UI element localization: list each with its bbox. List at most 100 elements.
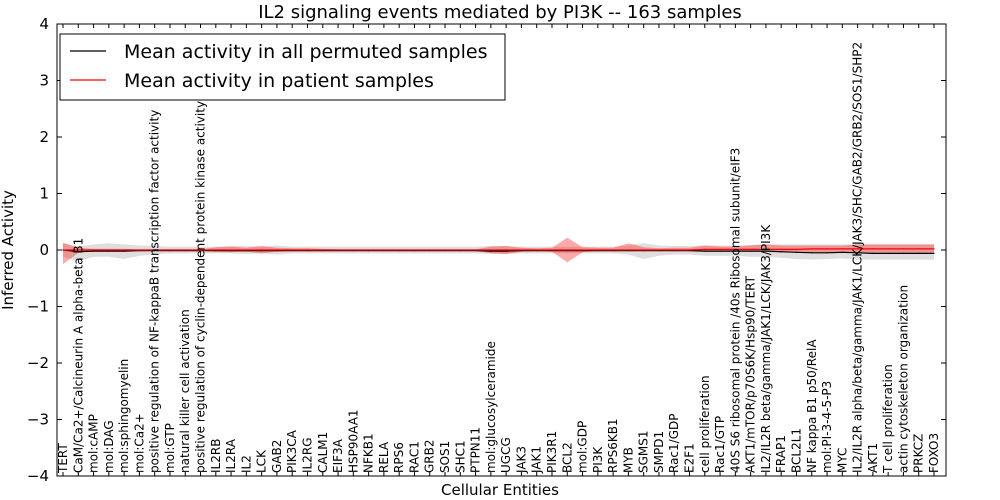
point-patient <box>826 248 828 250</box>
x-tick-label: UGCG <box>499 437 513 473</box>
y-tick-label: 2 <box>39 128 49 146</box>
x-tick-label: NF kappa B1 p50/RelA <box>805 339 819 473</box>
point-patient <box>857 248 859 250</box>
point-patient <box>123 249 125 251</box>
x-tick-label: Rac1/GTP <box>713 416 727 473</box>
band-permuted <box>63 243 934 262</box>
x-tick-label: EIF3A <box>331 438 345 473</box>
point-patient <box>902 248 905 250</box>
series-line-patient <box>63 248 934 251</box>
y-tick-label: 3 <box>39 72 49 90</box>
point-permuted <box>857 252 859 254</box>
point-permuted <box>734 250 737 252</box>
x-tick-label: CaM/Ca2+/Calcineurin A alpha-beta B1 <box>71 238 85 473</box>
point-patient <box>520 249 523 251</box>
x-tick-label: RPS6 <box>392 442 406 473</box>
point-permuted <box>704 250 706 252</box>
legend-box <box>59 33 506 101</box>
point-patient <box>704 248 706 250</box>
x-tick-label: PIK3R1 <box>545 431 559 473</box>
legend: Mean activity in all permuted samples Me… <box>59 33 506 101</box>
point-patient <box>154 249 156 251</box>
x-tick-label: IL2RB <box>209 439 223 473</box>
x-tick-label: IL2/IL2R alpha/beta/gamma/JAK1/LCK/JAK3/… <box>851 42 865 473</box>
point-permuted <box>902 252 905 254</box>
y-tick-label: −4 <box>27 467 49 485</box>
point-patient <box>719 248 721 250</box>
legend-label-permuted: Mean activity in all permuted samples <box>124 41 487 63</box>
y-tick-label: 1 <box>39 185 49 203</box>
x-tick-label: RAC1 <box>408 441 422 473</box>
point-patient <box>780 248 782 250</box>
x-tick-label: PRKCZ <box>912 434 926 473</box>
x-tick-label: LCK <box>255 449 269 473</box>
point-patient <box>93 249 95 251</box>
x-tick-label: actin cytoskeleton organization <box>896 285 910 473</box>
x-tick-label: IL2 <box>239 455 253 473</box>
x-tick-label: GRB2 <box>423 439 437 473</box>
point-permuted <box>780 251 782 253</box>
chart-title: IL2 signaling events mediated by PI3K --… <box>258 2 742 23</box>
x-tick-label: Rac1/GDP <box>667 414 681 473</box>
point-patient <box>627 249 630 251</box>
point-patient <box>612 249 614 251</box>
point-patient <box>215 249 217 251</box>
x-tick-label: RELA <box>377 441 391 473</box>
point-patient <box>643 249 645 251</box>
point-permuted <box>93 250 95 252</box>
x-tick-label: IL2RG <box>301 438 315 474</box>
point-patient <box>872 248 874 250</box>
point-patient <box>352 249 354 251</box>
x-tick-label: mol:cAMP <box>87 414 101 473</box>
x-tick-label: IL2/IL2R beta/gamma/JAK1/LCK/JAK3/PI3K <box>759 224 773 473</box>
point-patient <box>688 249 691 251</box>
x-tick-label: mol:PI-3-4-5-P3 <box>820 381 834 473</box>
x-tick-label: PIK3CA <box>285 429 299 473</box>
x-tick-label: MYB <box>621 447 635 473</box>
point-patient <box>795 248 798 250</box>
x-tick-label: NFKB1 <box>362 433 376 473</box>
point-patient <box>841 248 843 250</box>
point-patient <box>245 249 247 251</box>
point-patient <box>444 249 446 251</box>
category-labels: TERT CaM/Ca2+/Calcineurin A alpha-beta B1… <box>56 42 941 474</box>
point-patient <box>658 249 660 251</box>
point-patient <box>811 248 813 250</box>
x-tick-label: mol:glucosylceramide <box>484 341 498 473</box>
x-tick-label: AKT1/mTOR/p70S6K/Hsp90/TERT <box>744 275 758 473</box>
x-tick-label: SOS1 <box>438 441 452 473</box>
x-tick-label: positive regulation of NF-kappaB transcr… <box>148 110 162 473</box>
point-patient <box>398 249 400 251</box>
point-permuted <box>811 252 813 254</box>
point-permuted <box>872 252 874 254</box>
point-patient <box>77 249 79 251</box>
y-tick-label: 0 <box>39 241 49 259</box>
point-permuted <box>765 250 767 252</box>
x-tick-label: CALM1 <box>316 432 330 473</box>
point-patient <box>765 248 767 250</box>
point-patient <box>581 249 584 251</box>
x-tick-label: natural killer cell activation <box>178 309 192 473</box>
point-patient <box>566 249 568 251</box>
point-patient <box>536 249 538 251</box>
point-permuted <box>841 251 843 253</box>
x-tick-label: TERT <box>56 443 70 474</box>
x-tick-label: E2F1 <box>683 443 697 473</box>
x-tick-label: FOXO3 <box>927 433 941 473</box>
x-axis-title: Cellular Entities <box>441 481 559 499</box>
point-patient <box>750 248 752 250</box>
x-tick-label: FRAP1 <box>774 435 788 473</box>
x-tick-label: mol:DAG <box>102 420 116 473</box>
point-patient <box>597 249 599 251</box>
point-patient <box>230 249 232 251</box>
point-permuted <box>77 251 79 253</box>
point-patient <box>368 249 370 251</box>
x-tick-label: BCL2 <box>560 442 574 473</box>
y-tick-label: −3 <box>27 411 49 429</box>
x-tick-label: HSP90AA1 <box>346 409 360 473</box>
point-patient <box>918 248 920 250</box>
x-tick-label: mol:GTP <box>163 423 177 473</box>
activity-lines <box>62 248 935 254</box>
point-permuted <box>826 252 828 254</box>
point-permuted <box>933 252 935 254</box>
